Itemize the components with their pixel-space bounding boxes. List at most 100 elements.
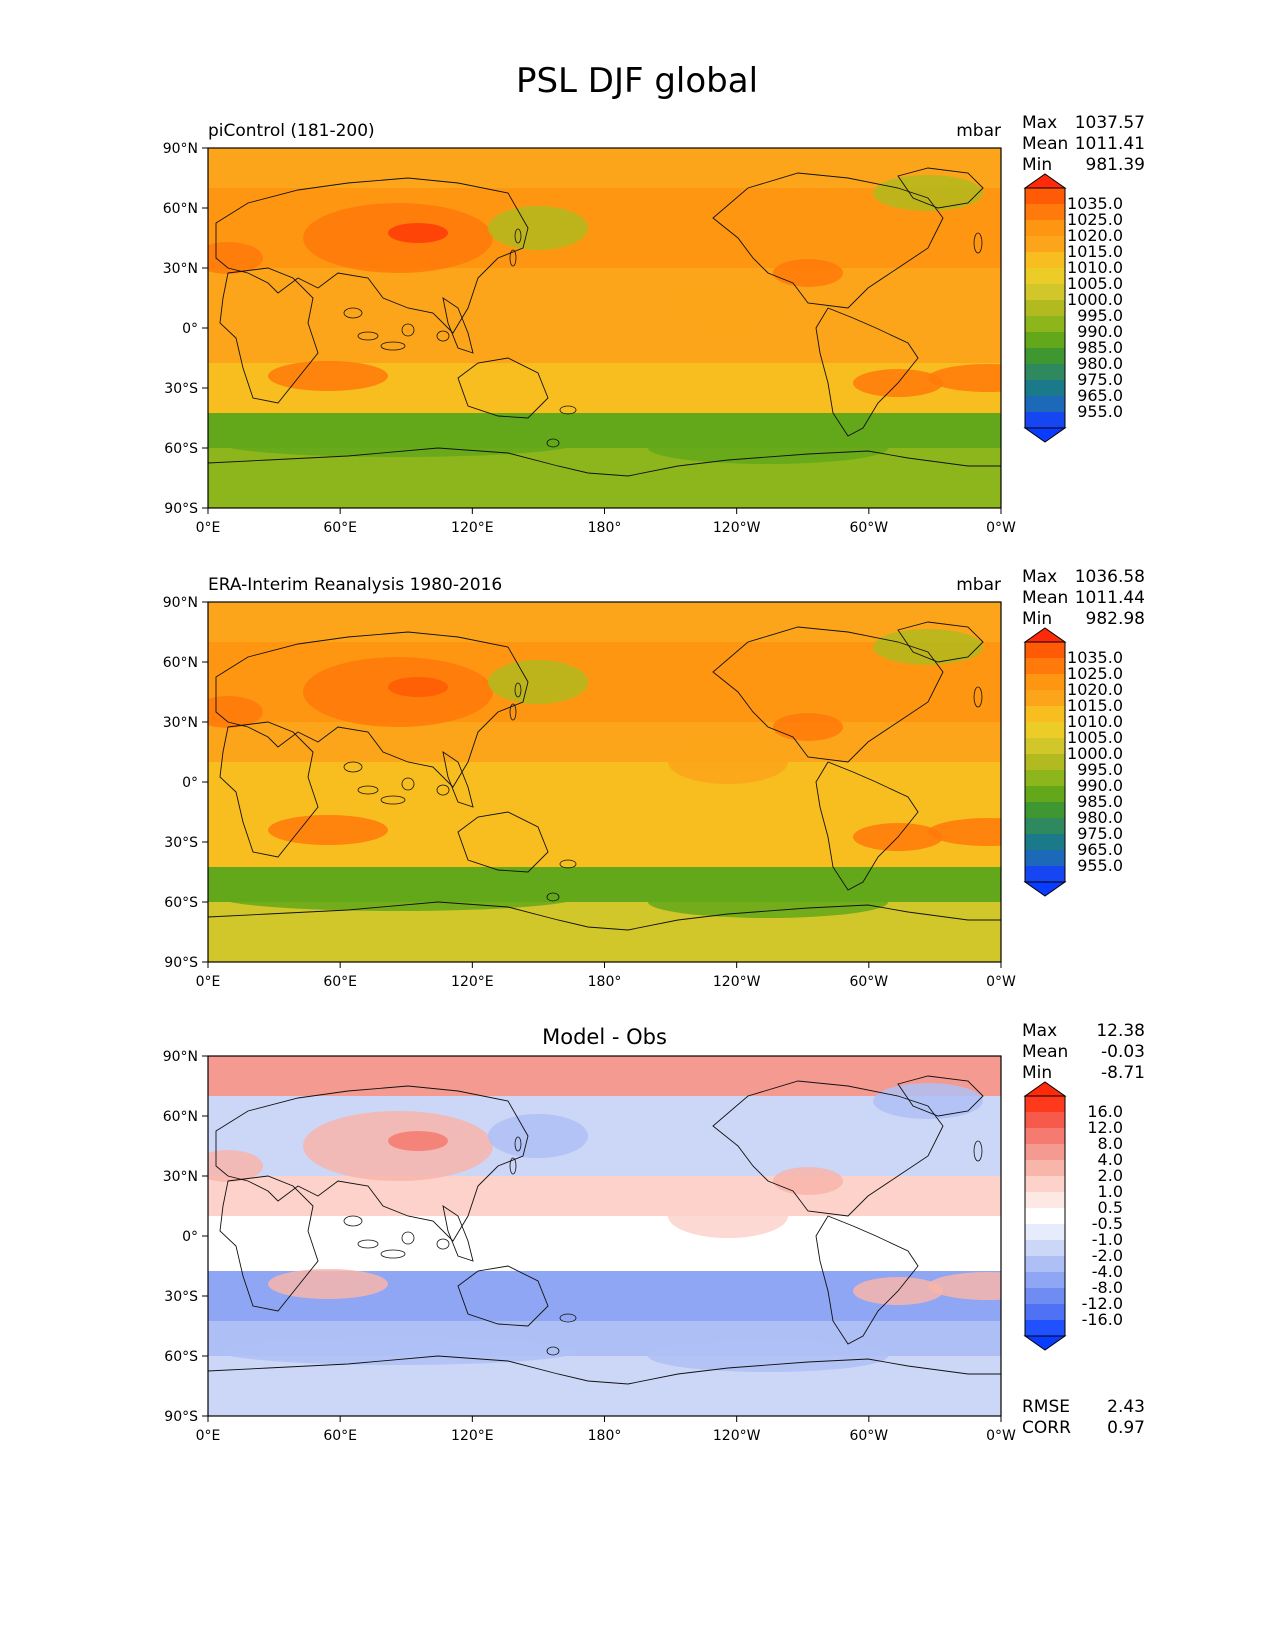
lat-tick-label: 60°S xyxy=(164,1349,198,1365)
lon-tick-label: 0°E xyxy=(196,520,221,536)
colorbar-segment xyxy=(1025,706,1065,723)
stat-value: 2.43 xyxy=(1107,1397,1145,1417)
lon-tick-label: 60°W xyxy=(849,1428,888,1444)
lon-tick-label: 0°E xyxy=(196,974,221,990)
lat-tick-label: 0° xyxy=(182,1229,198,1245)
colorbar-level-label: 1.0 xyxy=(1098,1182,1123,1201)
coastline xyxy=(219,721,319,858)
colorbar-extend-top xyxy=(1023,627,1067,643)
stat-label: Min xyxy=(1022,609,1052,629)
coastline xyxy=(215,631,529,788)
lat-tick-label: 60°N xyxy=(163,655,198,671)
coastline xyxy=(442,1205,474,1262)
colorbar-level-label: 965.0 xyxy=(1077,386,1123,405)
coastline xyxy=(457,1265,549,1327)
island-outline xyxy=(514,682,522,698)
lat-tick-label: 60°N xyxy=(163,1109,198,1125)
island-outline xyxy=(436,330,450,342)
lat-tick-label: 60°S xyxy=(164,895,198,911)
coastline xyxy=(712,626,944,763)
colorbar-level-label: 975.0 xyxy=(1077,824,1123,843)
island-outline xyxy=(343,761,363,773)
lat-tick-label: 30°S xyxy=(164,835,198,851)
stat-label: Mean xyxy=(1022,1042,1068,1062)
colorbar-level-label: 980.0 xyxy=(1077,354,1123,373)
lat-tick-label: 60°S xyxy=(164,441,198,457)
colorbar-level-label: -0.5 xyxy=(1092,1214,1123,1233)
colorbar-segment xyxy=(1025,1112,1065,1129)
lat-tick-label: 90°S xyxy=(164,1409,198,1425)
colorbar-level-label: 1035.0 xyxy=(1067,648,1123,667)
island-outline xyxy=(559,859,577,869)
lat-tick-label: 30°N xyxy=(163,261,198,277)
figure-title: PSL DJF global xyxy=(516,61,758,101)
colorbar-segment xyxy=(1025,204,1065,221)
coastline xyxy=(208,447,1001,508)
colorbar-level-label: 995.0 xyxy=(1077,306,1123,325)
island-outline xyxy=(357,785,379,795)
colorbar-segment xyxy=(1025,1128,1065,1145)
stat-label: Max xyxy=(1022,567,1057,587)
lon-tick-label: 120°E xyxy=(451,1428,494,1444)
lat-tick-label: 30°S xyxy=(164,1289,198,1305)
colorbar-segment xyxy=(1025,236,1065,253)
island-outline xyxy=(514,1136,522,1152)
lat-tick-label: 90°N xyxy=(163,141,198,157)
colorbar-segment xyxy=(1025,1096,1065,1113)
coastline xyxy=(897,621,984,663)
lon-tick-label: 120°E xyxy=(451,974,494,990)
lon-tick-label: 0°W xyxy=(986,974,1016,990)
coastline xyxy=(897,167,984,209)
colorbar-segment xyxy=(1025,300,1065,317)
lon-tick-label: 0°W xyxy=(986,520,1016,536)
colorbar: 1035.01025.01020.01015.01010.01005.01000… xyxy=(1023,173,1123,443)
lon-tick-label: 60°W xyxy=(849,520,888,536)
island-outline xyxy=(509,249,517,267)
colorbar-segment xyxy=(1025,690,1065,707)
coastline xyxy=(815,307,919,437)
units-label: mbar xyxy=(956,121,1001,141)
island-outline xyxy=(509,703,517,721)
colorbar-level-label: 990.0 xyxy=(1077,776,1123,795)
coastline xyxy=(208,1355,1001,1416)
island-outline xyxy=(401,323,415,337)
colorbar-segment xyxy=(1025,1160,1065,1177)
coastline xyxy=(712,1080,944,1217)
island-outline xyxy=(343,307,363,319)
coastline xyxy=(219,1175,319,1312)
map-panel-2: 90°N 60°N 30°N 0° 30°S 60°S 90°S 0°E 60°E 120°E 18… xyxy=(163,567,1145,990)
island-outline xyxy=(357,1239,379,1249)
stat-value: 0.97 xyxy=(1107,1418,1145,1438)
colorbar-segment xyxy=(1025,834,1065,851)
colorbar-level-label: 2.0 xyxy=(1098,1166,1123,1185)
colorbar-segment xyxy=(1025,722,1065,739)
map-field xyxy=(208,1056,1001,1416)
coastline xyxy=(815,761,919,891)
coastline xyxy=(815,1215,919,1345)
island-outline xyxy=(436,784,450,796)
lat-tick-label: 0° xyxy=(182,321,198,337)
stat-value: -8.71 xyxy=(1101,1063,1145,1083)
colorbar: 16.012.08.04.02.01.00.5-0.5-1.0-2.0-4.0-… xyxy=(1023,1081,1123,1351)
island-outline xyxy=(357,331,379,341)
colorbar-segment xyxy=(1025,412,1065,429)
lon-tick-label: 180° xyxy=(588,1428,622,1444)
coastline xyxy=(457,357,549,419)
lon-tick-label: 0°E xyxy=(196,1428,221,1444)
colorbar-level-label: 995.0 xyxy=(1077,760,1123,779)
colorbar-segment xyxy=(1025,642,1065,659)
colorbar-segment xyxy=(1025,658,1065,675)
coastline xyxy=(457,811,549,873)
colorbar-extend-top xyxy=(1023,1081,1067,1097)
lat-tick-label: 90°N xyxy=(163,595,198,611)
colorbar-segment xyxy=(1025,268,1065,285)
lat-tick-label: 90°S xyxy=(164,501,198,517)
stat-label: RMSE xyxy=(1022,1397,1070,1417)
colorbar-segment xyxy=(1025,380,1065,397)
colorbar-level-label: 1000.0 xyxy=(1067,744,1123,763)
lon-tick-label: 0°W xyxy=(986,1428,1016,1444)
colorbar-level-label: 990.0 xyxy=(1077,322,1123,341)
colorbar-level-label: 4.0 xyxy=(1098,1150,1123,1169)
island-outline xyxy=(380,795,406,805)
lon-tick-label: 120°W xyxy=(713,974,761,990)
